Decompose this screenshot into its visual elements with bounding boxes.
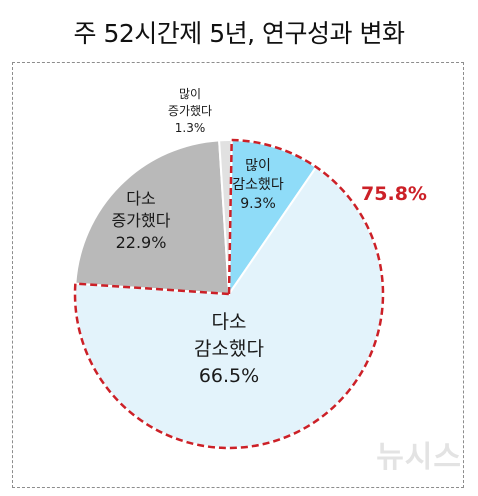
chart-title: 주 52시간제 5년, 연구성과 변화 — [73, 19, 405, 48]
slice-label: 많이 증가했다 1.3% — [168, 87, 212, 135]
watermark-logo: 뉴시스 — [376, 440, 462, 475]
highlight-outline — [73, 138, 385, 450]
slice-label: 많이 감소했다 9.3% — [232, 158, 284, 212]
chart-frame — [12, 62, 464, 488]
slice-label: 다소 증가했다 22.9% — [112, 189, 171, 252]
slice-label: 다소 감소했다 66.5% — [194, 311, 264, 387]
callout-label: 75.8% — [361, 183, 427, 205]
pie-slice — [74, 139, 231, 296]
